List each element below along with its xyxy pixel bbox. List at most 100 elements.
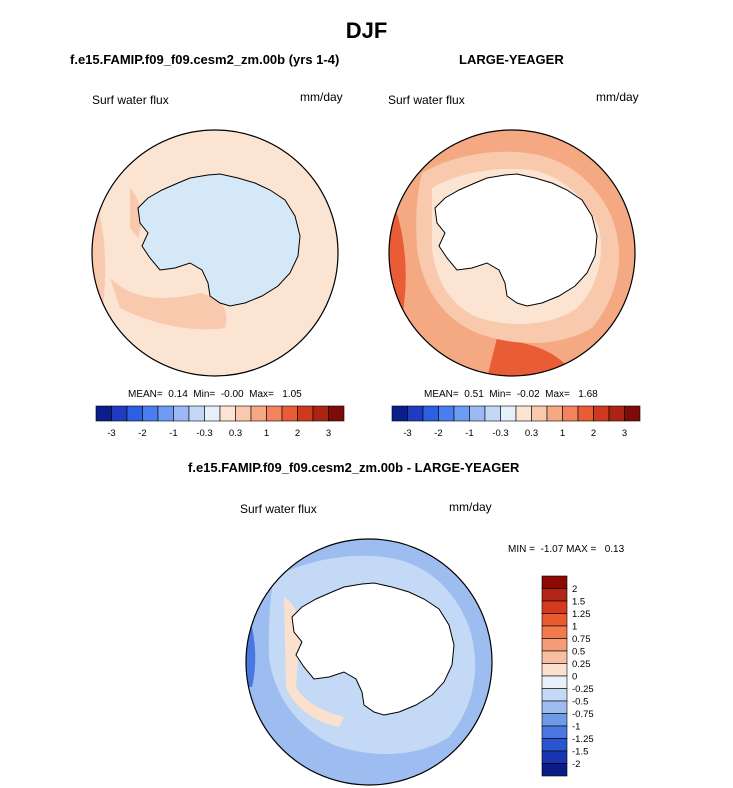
contour-region [246, 597, 256, 687]
panel1-title: f.e15.FAMIP.f09_f09.cesm2_zm.00b (yrs 1-… [70, 52, 340, 67]
colorbar-tick-label: 2 [295, 428, 300, 439]
colorbar-swatch [219, 405, 236, 422]
colorbar-swatch [235, 405, 252, 422]
colorbar-tick-label: 0.25 [572, 659, 591, 670]
antarctica [434, 173, 598, 307]
colorbar-swatch [624, 405, 641, 422]
colorbar-tick-label: -2 [434, 428, 442, 439]
colorbar-swatch [142, 405, 159, 422]
colorbar-swatch [541, 588, 568, 602]
colorbar-swatch [541, 663, 568, 677]
colorbar-tick-label: 1 [264, 428, 269, 439]
colorbar-tick-label: 3 [326, 428, 331, 439]
colorbar-swatch [515, 405, 532, 422]
colorbar-tick-label: -1 [572, 722, 580, 733]
colorbar-swatch [157, 405, 174, 422]
colorbar-tick-label: -0.3 [492, 428, 508, 439]
colorbar-swatch [531, 405, 548, 422]
colorbar-swatch [541, 725, 568, 739]
colorbar-swatch [541, 575, 568, 589]
colorbar-swatch [546, 405, 563, 422]
diff-stats: MIN = -1.07 MAX = 0.13 [508, 544, 625, 555]
colorbar-tick-label: -1.25 [572, 734, 594, 745]
panel1-stats: MEAN= 0.14 Min= -0.00 Max= 1.05 [128, 389, 302, 400]
colorbar-swatch [281, 405, 298, 422]
colorbar-swatch [608, 405, 625, 422]
colorbar-swatch [111, 405, 128, 422]
colorbar-swatch [541, 650, 568, 664]
colorbar-swatch [541, 638, 568, 652]
colorbar-swatch [541, 688, 568, 702]
colorbar-tick-label: 1.25 [572, 609, 591, 620]
colorbar-tick-label: 2 [572, 584, 577, 595]
panel2-units: mm/day [596, 90, 639, 104]
contour-region [130, 188, 142, 238]
colorbar-swatch [95, 405, 112, 422]
colorbar-tick-label: 0.3 [525, 428, 538, 439]
season-title: DJF [345, 18, 388, 43]
colorbar-swatch [593, 405, 610, 422]
colorbar-swatch [391, 405, 408, 422]
colorbar-swatch [500, 405, 517, 422]
colorbar-swatch [204, 405, 221, 422]
colorbar-tick-label: -0.3 [196, 428, 212, 439]
colorbar-tick-label: -1 [465, 428, 473, 439]
colorbar-tick-label: -2 [572, 759, 580, 770]
colorbar-swatch [438, 405, 455, 422]
panel2-variable: Surf water flux [388, 93, 465, 107]
colorbar-swatch [484, 405, 501, 422]
colorbar-swatch [328, 405, 345, 422]
antarctica [137, 173, 301, 307]
colorbar-tick-label: 2 [591, 428, 596, 439]
colorbar-swatch [541, 600, 568, 614]
diff-map [245, 538, 493, 786]
colorbar-swatch [453, 405, 470, 422]
colorbar-swatch [266, 405, 283, 422]
colorbar-swatch [577, 405, 594, 422]
panel2-title: LARGE-YEAGER [459, 52, 564, 67]
panel2-stats: MEAN= 0.51 Min= -0.02 Max= 1.68 [424, 389, 598, 400]
colorbar-tick-label: -2 [138, 428, 146, 439]
colorbar-tick-label: -3 [107, 428, 115, 439]
colorbar-swatch [469, 405, 486, 422]
panel1-variable: Surf water flux [92, 93, 169, 107]
diff-variable: Surf water flux [240, 502, 317, 516]
colorbar-tick-label: -1 [169, 428, 177, 439]
colorbar-tick-label: 0.3 [229, 428, 242, 439]
contour-region [110, 278, 227, 330]
colorbar-tick-label: 0 [572, 672, 577, 683]
diff-title: f.e15.FAMIP.f09_f09.cesm2_zm.00b - LARGE… [188, 460, 520, 475]
diff-units: mm/day [449, 500, 492, 514]
colorbar-swatch [312, 405, 329, 422]
colorbar-tick-label: -0.25 [572, 684, 594, 695]
colorbar-tick-label: 0.75 [572, 634, 591, 645]
colorbar-swatch [541, 738, 568, 752]
panel1-map [91, 129, 339, 377]
colorbar-swatch [297, 405, 314, 422]
colorbar-swatch [541, 713, 568, 727]
colorbar-swatch [422, 405, 439, 422]
colorbar-swatch [250, 405, 267, 422]
antarctica [291, 582, 455, 716]
colorbar-tick-label: -0.5 [572, 697, 588, 708]
colorbar-swatch [541, 763, 568, 777]
panel2-map [388, 129, 636, 377]
colorbar-tick-label: 1 [572, 622, 577, 633]
colorbar-swatch [541, 613, 568, 627]
colorbar-swatch [407, 405, 424, 422]
panel2-colorbar: -3 -2 -1 -0.3 0.3 1 2 3 [391, 405, 641, 439]
colorbar-swatch [541, 750, 568, 764]
panel1-colorbar: -3 -2 -1 -0.3 0.3 1 2 3 [95, 405, 345, 439]
panel1-units: mm/day [300, 90, 343, 104]
colorbar-swatch [188, 405, 205, 422]
colorbar-tick-label: 0.5 [572, 647, 585, 658]
colorbar-swatch [541, 700, 568, 714]
colorbar-swatch [562, 405, 579, 422]
colorbar-tick-label: -3 [403, 428, 411, 439]
diff-colorbar: 21.51.2510.750.50.250-0.25-0.5-0.75-1-1.… [541, 575, 594, 777]
colorbar-tick-label: 3 [622, 428, 627, 439]
colorbar-swatch [541, 675, 568, 689]
colorbar-swatch [173, 405, 190, 422]
colorbar-tick-label: -1.5 [572, 747, 588, 758]
colorbar-tick-label: 1 [560, 428, 565, 439]
